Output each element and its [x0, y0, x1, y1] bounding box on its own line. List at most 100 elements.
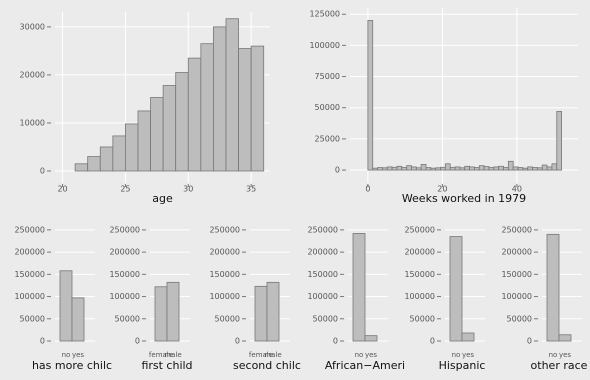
histogram-bar [137, 110, 151, 172]
y-tick-label: 250000 [501, 225, 532, 234]
x-tick-label: no [549, 351, 558, 359]
y-tick-label: 100000 [307, 292, 338, 301]
y-tick-label: 0 [40, 166, 45, 175]
y-tick-label: 200000 [14, 248, 45, 257]
histogram-bar [546, 166, 553, 171]
panel: 0 50000 100000 150000 200000 250000 no yesHispa… [404, 225, 485, 372]
histogram-bar [425, 167, 432, 171]
y-tick-label: 100000 [404, 292, 435, 301]
histogram-bar [527, 166, 533, 171]
histogram-bar [74, 163, 89, 172]
y-tick-label: 30000 [20, 22, 45, 31]
histogram-bar [406, 165, 412, 171]
y-tick-label: 50000 [410, 314, 435, 323]
y-tick-label: 50000 [115, 314, 140, 323]
bar [546, 233, 560, 342]
histogram-bar [498, 165, 504, 171]
y-tick-label: 100000 [501, 292, 532, 301]
histogram-bar [551, 163, 558, 171]
x-tick-label: yes [72, 351, 84, 359]
histogram-bar [112, 135, 126, 172]
bar [166, 281, 180, 342]
y-tick-label: 25000 [315, 134, 340, 143]
histogram-bar [449, 167, 456, 171]
histogram-bar [459, 167, 466, 171]
y-tick-label: 250000 [404, 225, 435, 234]
y-tick-label: 150000 [14, 270, 45, 279]
histogram-bar [213, 26, 227, 172]
x-axis-label: age [152, 192, 173, 205]
histogram-bar [187, 57, 202, 172]
histogram-bar [396, 165, 403, 171]
x-tick-label: 30 [183, 185, 193, 194]
histogram-bar [415, 167, 422, 171]
x-tick-label: 0 [365, 185, 370, 194]
y-tick-label: 50000 [20, 314, 45, 323]
histogram-bar [125, 123, 139, 172]
histogram-bar [238, 48, 252, 172]
y-tick-label: 200000 [209, 248, 240, 257]
x-tick-label: male [164, 351, 181, 359]
histogram-bar [386, 166, 393, 171]
x-axis-label: Weeks worked in 1979 [402, 192, 526, 205]
x-axis-label: has more chilc [32, 359, 112, 372]
y-tick-label: 150000 [404, 270, 435, 279]
histogram-bar [522, 167, 529, 171]
histogram-bar [162, 85, 177, 172]
panel: 0 50000 100000 150000 200000 250000 no yesother… [501, 225, 587, 372]
y-tick-label: 0 [235, 337, 240, 346]
y-tick-label: 200000 [501, 248, 532, 257]
x-tick-label: male [264, 351, 281, 359]
y-tick-label: 0 [335, 166, 340, 175]
x-tick-label: 20 [437, 185, 447, 194]
x-tick-label: no [452, 351, 461, 359]
y-tick-label: 50000 [313, 314, 338, 323]
bar [59, 270, 73, 342]
x-tick-label: yes [559, 351, 571, 359]
panel: 0 10000 20000 30000 20 25 30 35 age [20, 12, 270, 205]
y-tick-label: 20000 [20, 70, 45, 79]
histogram-bar [532, 167, 538, 171]
y-tick-label: 10000 [20, 118, 45, 127]
bar [266, 281, 280, 342]
histogram-bar [541, 164, 548, 171]
x-axis-label: first child [141, 359, 192, 372]
panel: 0 50000 100000 150000 200000 250000 femalemale… [109, 225, 192, 372]
histogram-bar [225, 18, 239, 172]
y-tick-label: 0 [135, 337, 140, 346]
bar [449, 236, 463, 342]
histogram-bar [411, 166, 417, 171]
x-tick-label: no [62, 351, 71, 359]
x-tick-label: 20 [57, 185, 67, 194]
panel: 0 50000 100000 150000 200000 250000 no yesAfric… [307, 225, 405, 372]
y-tick-label: 250000 [209, 225, 240, 234]
histogram-bar [175, 72, 189, 172]
y-tick-label: 100000 [14, 292, 45, 301]
x-tick-label: yes [462, 351, 474, 359]
bar [558, 334, 572, 342]
histogram-bar [372, 167, 378, 171]
histogram-bar [377, 167, 383, 171]
histogram-bar [556, 111, 563, 171]
y-tick-label: 250000 [307, 225, 338, 234]
histogram-bar [87, 156, 101, 172]
y-tick-label: 150000 [209, 270, 240, 279]
y-tick-label: 200000 [404, 248, 435, 257]
y-tick-label: 50000 [215, 314, 240, 323]
bar [352, 233, 366, 342]
y-tick-label: 100000 [309, 41, 340, 50]
x-axis-label: other race [531, 359, 588, 372]
histogram-bar [444, 163, 451, 171]
y-tick-label: 100000 [109, 292, 140, 301]
y-tick-label: 100000 [209, 292, 240, 301]
histogram-bar [493, 166, 500, 171]
y-tick-label: 250000 [109, 225, 140, 234]
y-tick-label: 0 [333, 337, 338, 346]
histogram-bar [464, 165, 470, 171]
x-tick-label: female [149, 351, 173, 359]
x-tick-label: 25 [120, 185, 130, 194]
histogram-bar [420, 164, 427, 171]
histogram-bar [474, 167, 480, 171]
